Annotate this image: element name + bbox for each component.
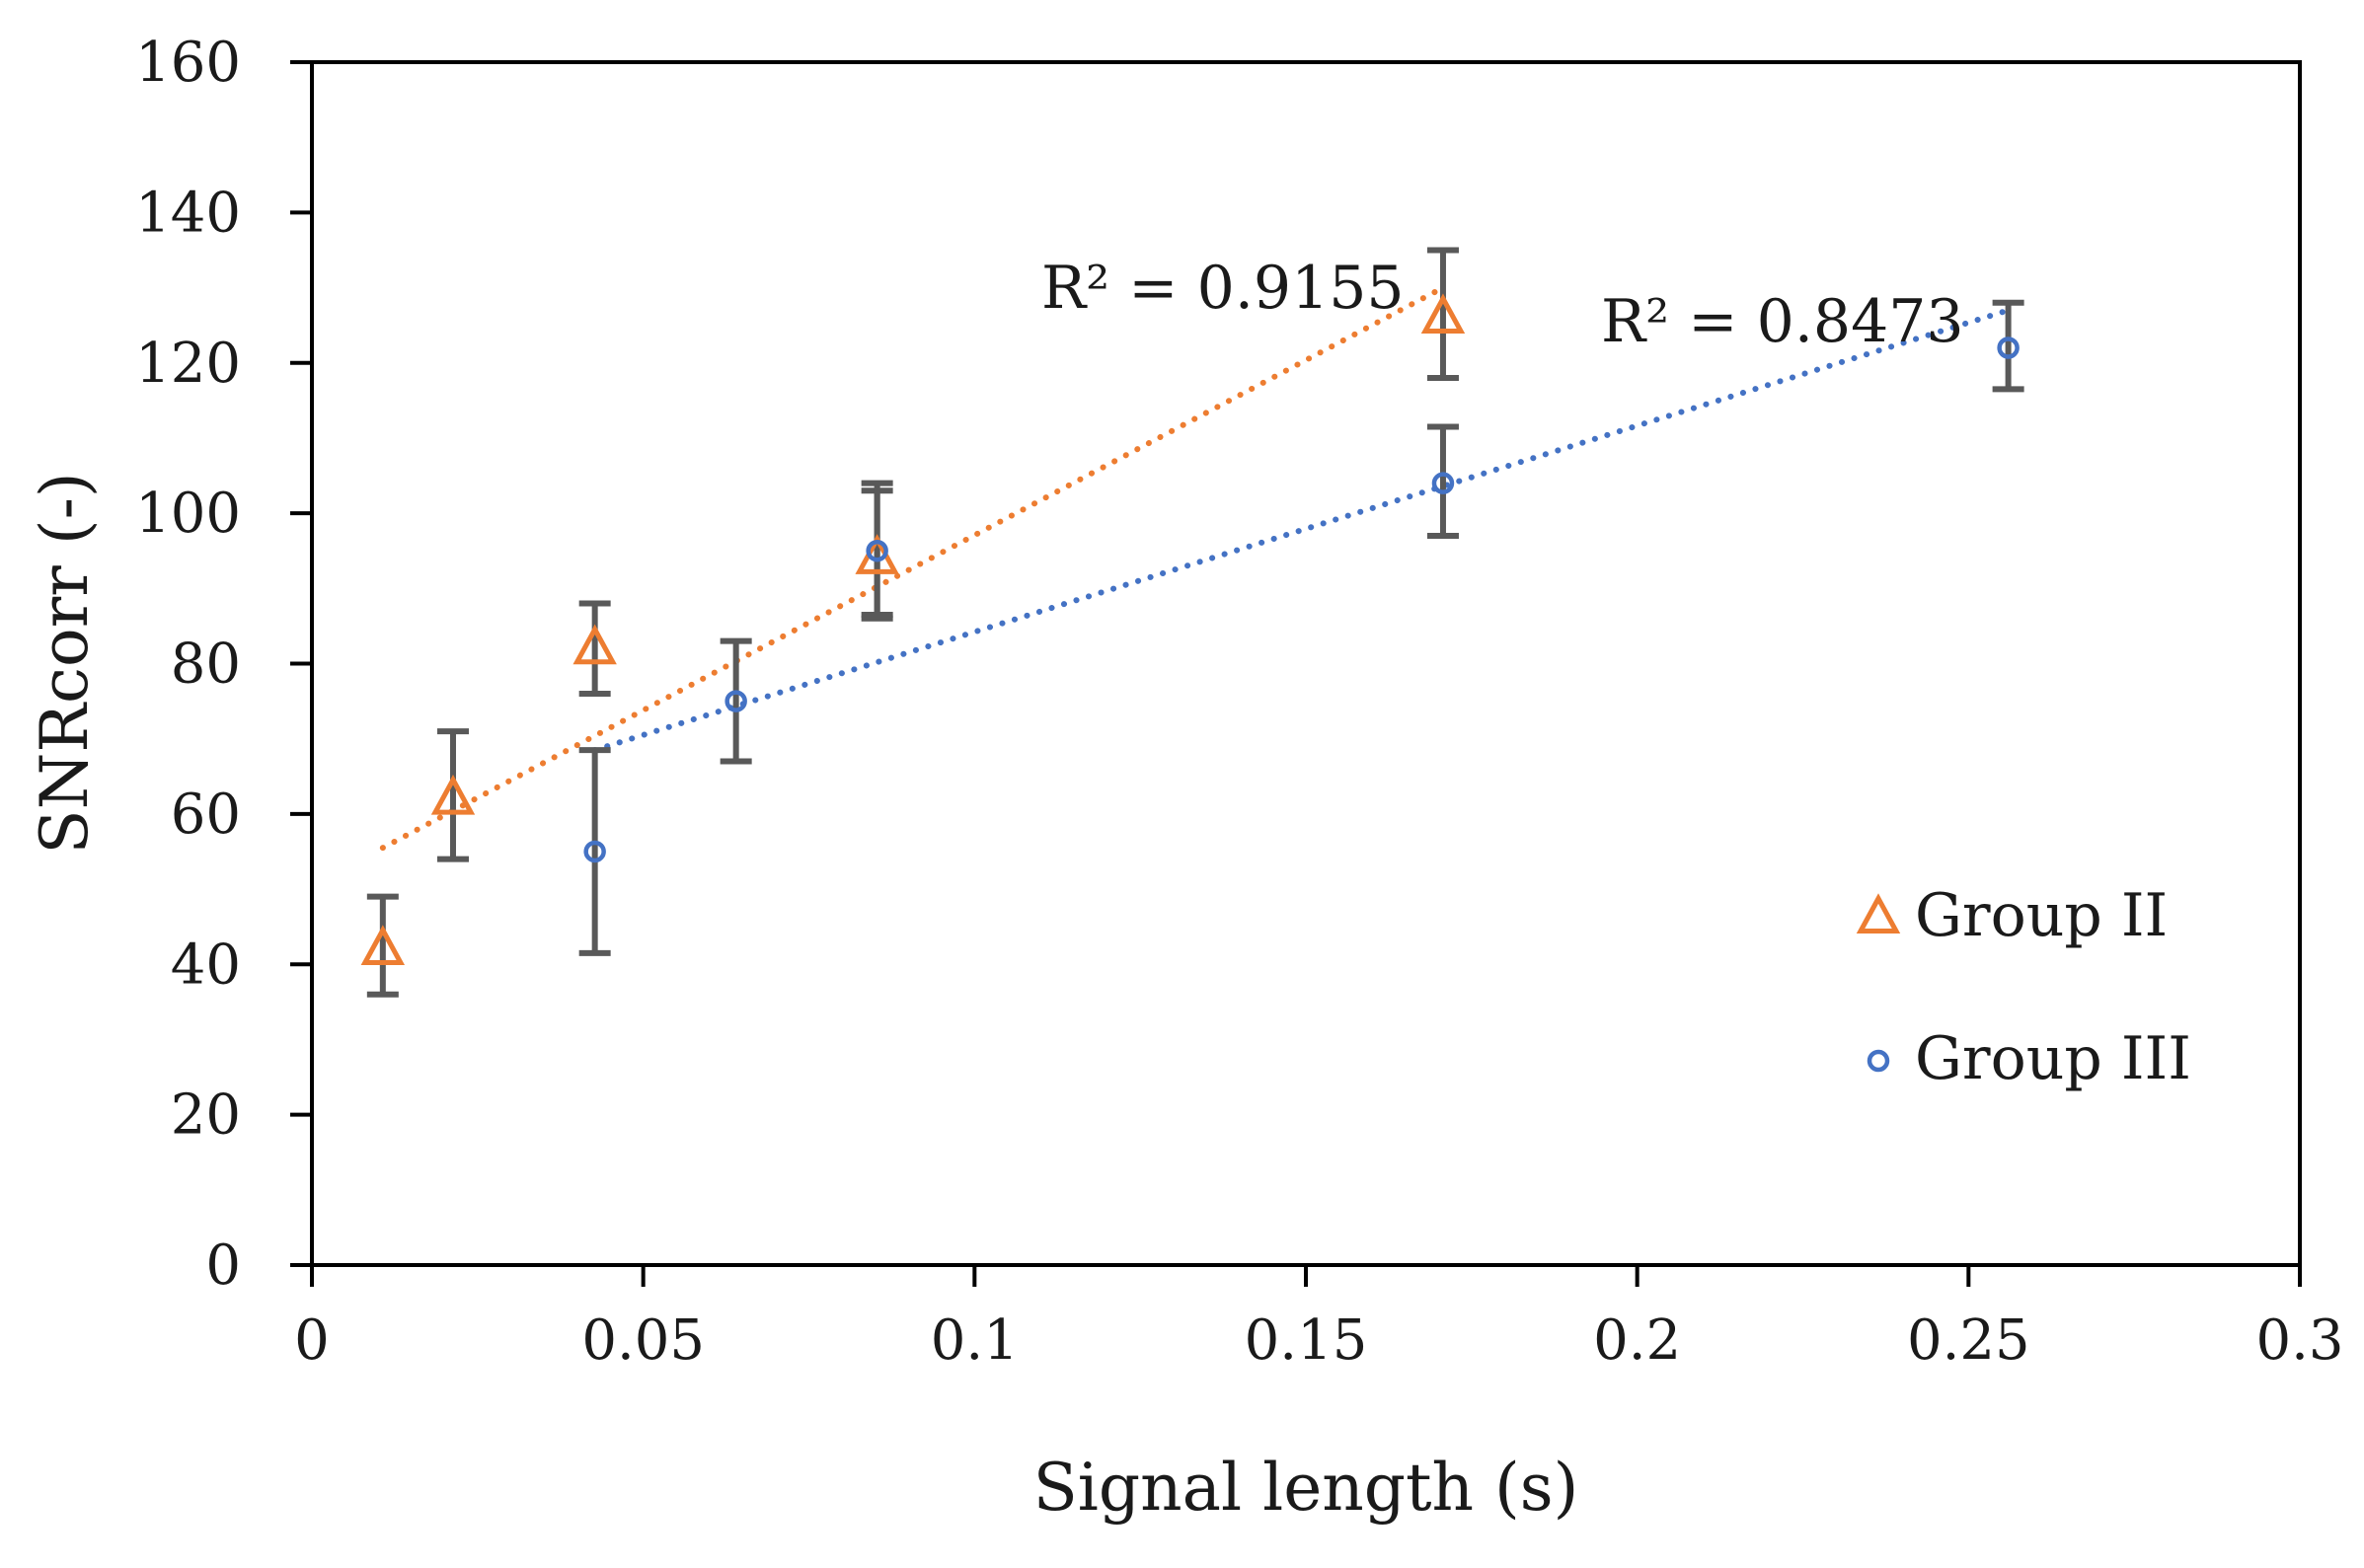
error-bar — [1426, 423, 1459, 539]
error-bar — [578, 747, 611, 956]
y-tick-label: 40 — [171, 933, 241, 997]
data-point-group-ii — [430, 774, 476, 815]
data-point-group-iii — [583, 840, 606, 863]
error-bar — [578, 600, 611, 697]
data-point-group-iii — [1431, 472, 1455, 494]
x-tick-label: 0.1 — [931, 1308, 1019, 1373]
error-bar — [720, 637, 752, 765]
error-bar — [1992, 299, 2024, 393]
data-point-group-ii — [360, 925, 406, 966]
r2-label-group-iii: R² = 0.8473 — [1601, 287, 1964, 356]
x-tick-label: 0.25 — [1907, 1308, 2030, 1373]
legend-marker-group-iii — [1867, 1049, 1890, 1073]
y-axis: 0 20 40 60 80 100 120 140 160 — [135, 31, 312, 1298]
error-bars — [366, 247, 2024, 998]
x-tick-label: 0.2 — [1593, 1308, 1681, 1373]
y-tick-label: 120 — [135, 332, 241, 396]
y-tick-label: 100 — [135, 482, 241, 546]
y-axis-title: SNRcorr (-) — [27, 472, 103, 854]
y-tick-label: 20 — [171, 1083, 241, 1148]
legend-marker-group-ii — [1856, 893, 1901, 933]
data-point-group-iii — [1997, 336, 2020, 359]
y-tick-label: 80 — [171, 633, 241, 697]
x-axis-title: Signal length (s) — [1033, 1450, 1579, 1526]
error-bar — [861, 480, 893, 618]
trendline-group-iii — [591, 307, 2012, 754]
trendlines — [379, 284, 2012, 852]
error-bar — [366, 893, 399, 998]
y-tick-label: 60 — [171, 783, 241, 847]
x-tick-label: 0 — [294, 1308, 330, 1373]
y-tick-label: 0 — [205, 1233, 241, 1298]
plot-area — [310, 60, 2302, 1267]
legend-circle-icon — [1867, 1049, 1890, 1073]
data-point-group-ii — [572, 624, 617, 665]
legend: Group II Group III — [1856, 881, 2191, 1093]
x-tick-label: 0.05 — [581, 1308, 705, 1373]
y-tick-label: 160 — [135, 31, 241, 95]
r2-label-group-ii: R² = 0.9155 — [1041, 254, 1405, 323]
error-bar — [1426, 247, 1459, 381]
y-tick-label: 140 — [135, 181, 241, 245]
data-point-group-ii — [1420, 293, 1466, 335]
data-markers — [360, 293, 2020, 966]
x-tick-label: 0.15 — [1245, 1308, 1368, 1373]
legend-triangle-icon — [1856, 893, 1901, 933]
data-point-group-iii — [724, 690, 747, 712]
x-axis: 0 0.05 0.1 0.15 0.2 0.25 0.3 — [294, 1265, 2344, 1373]
x-tick-label: 0.3 — [2255, 1308, 2343, 1373]
legend-label-group-iii: Group III — [1915, 1024, 2191, 1093]
legend-label-group-ii: Group II — [1915, 881, 2168, 950]
error-bar — [436, 728, 469, 862]
data-point-group-iii — [866, 539, 888, 562]
